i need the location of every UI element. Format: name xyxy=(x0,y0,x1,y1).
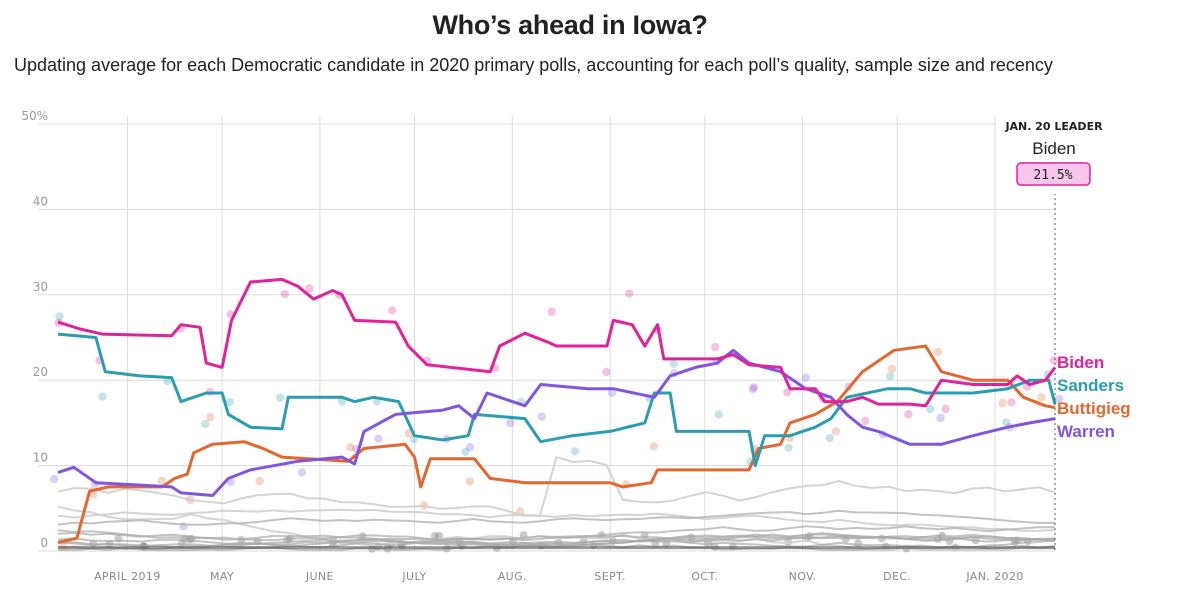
poll-dot xyxy=(904,410,913,419)
other-candidate-line xyxy=(57,509,1055,526)
y-tick-label: 10 xyxy=(33,451,48,465)
x-tick-label: AUG. xyxy=(498,570,527,583)
poll-dot xyxy=(825,433,835,443)
poll-dot xyxy=(936,413,945,423)
poll-dot xyxy=(305,284,314,293)
poll-dot xyxy=(280,289,290,299)
x-tick-label: MAY xyxy=(210,570,234,583)
poll-dot xyxy=(157,476,167,486)
poll-dot xyxy=(255,476,264,486)
series-label-sanders: Sanders xyxy=(1057,376,1124,395)
poll-dot xyxy=(1007,398,1016,407)
series-line-buttigieg xyxy=(57,344,1056,544)
poll-dot xyxy=(49,474,59,484)
poll-dot xyxy=(933,347,942,357)
poll-dot xyxy=(711,342,720,352)
leader-heading: JAN. 20 LEADER xyxy=(1004,120,1103,133)
poll-dot xyxy=(297,468,307,477)
x-tick-label: JULY xyxy=(401,570,426,583)
y-tick-label: 20 xyxy=(33,365,48,379)
poll-dot xyxy=(624,289,634,298)
poll-dot xyxy=(201,419,210,429)
series-lines xyxy=(57,277,1057,544)
series-line-biden xyxy=(57,277,1057,408)
poll-dot xyxy=(55,312,64,321)
poll-dot xyxy=(669,359,678,369)
poll-dot xyxy=(926,404,935,414)
y-tick-label: 30 xyxy=(33,280,48,294)
poll-dot xyxy=(714,410,724,419)
poll-dot xyxy=(748,384,758,394)
series-labels: Biden Sanders Buttigieg Warren xyxy=(1057,353,1131,441)
x-tick-label: DEC. xyxy=(883,570,911,583)
series-label-buttigieg: Buttigieg xyxy=(1057,399,1131,418)
poll-dot xyxy=(805,532,814,541)
x-tick-label: JAN. 2020 xyxy=(965,570,1023,583)
grid xyxy=(38,116,1055,552)
series-label-biden: Biden xyxy=(1057,353,1104,372)
poll-dot xyxy=(649,442,659,451)
poll-dot xyxy=(831,427,841,436)
y-tick-label: 50% xyxy=(21,109,48,123)
x-tick-label: NOV. xyxy=(789,570,817,583)
poll-dot xyxy=(1037,393,1046,402)
poll-dot xyxy=(465,442,475,452)
poll-dot xyxy=(465,477,475,486)
poll-dot xyxy=(801,373,810,382)
poll-dot xyxy=(607,388,617,398)
leader-value: 21.5% xyxy=(1033,168,1072,183)
poll-dot xyxy=(537,412,546,421)
poll-dot xyxy=(941,404,950,414)
poll-dot xyxy=(206,412,215,422)
poll-dot xyxy=(602,367,611,377)
poll-dot xyxy=(885,371,895,381)
poll-dot xyxy=(276,393,285,402)
series-label-warren: Warren xyxy=(1057,422,1115,441)
poll-dot xyxy=(225,397,235,407)
poll-dot xyxy=(461,447,470,457)
poll-dot xyxy=(784,443,793,452)
other-candidate-line xyxy=(57,505,1056,552)
poll-dot xyxy=(570,447,580,456)
poll-dot xyxy=(547,307,556,316)
poll-dot xyxy=(749,383,759,392)
poll-dot xyxy=(1049,356,1059,365)
x-tick-label: APRIL 2019 xyxy=(94,570,161,583)
chart-title: Who’s ahead in Iowa? xyxy=(432,10,708,40)
series-line-sanders xyxy=(57,332,1057,468)
poll-dot xyxy=(887,364,897,373)
poll-dot xyxy=(346,442,355,452)
poll-dot xyxy=(430,532,439,541)
other-candidate-line xyxy=(57,534,1056,551)
other-candidate-line xyxy=(57,508,1056,533)
x-tick-label: SEPT. xyxy=(594,570,625,583)
x-tick-label: OCT. xyxy=(691,570,718,583)
poll-dot xyxy=(783,388,792,397)
leader-name: Biden xyxy=(1032,139,1075,158)
leader-value-badge xyxy=(1016,162,1091,186)
axes: 50% 40 30 20 10 0 APRIL 2019 MAY JUNE JULY AUG. SEP… xyxy=(21,109,1023,583)
series-line-warren xyxy=(57,348,1056,497)
y-tick-label: 40 xyxy=(33,194,48,208)
other-candidate-line xyxy=(58,535,1056,552)
poll-dot xyxy=(1054,394,1064,404)
chart-subtitle: Updating average for each Democratic can… xyxy=(14,55,1053,75)
poll-dot xyxy=(861,416,870,426)
poll-dot xyxy=(854,539,863,548)
poll-dot xyxy=(374,434,383,443)
leader-callout: JAN. 20 LEADER Biden 21.5% xyxy=(996,114,1112,551)
poll-dot xyxy=(1002,418,1011,427)
other-candidates-lines xyxy=(57,455,1056,552)
x-tick-label: JUNE xyxy=(305,570,334,583)
poll-dot xyxy=(998,398,1007,408)
y-tick-label: 0 xyxy=(40,536,48,550)
poll-dot xyxy=(98,392,107,401)
poll-dot xyxy=(387,306,397,315)
other-candidate-line xyxy=(57,455,1056,517)
poll-dot xyxy=(506,418,515,428)
